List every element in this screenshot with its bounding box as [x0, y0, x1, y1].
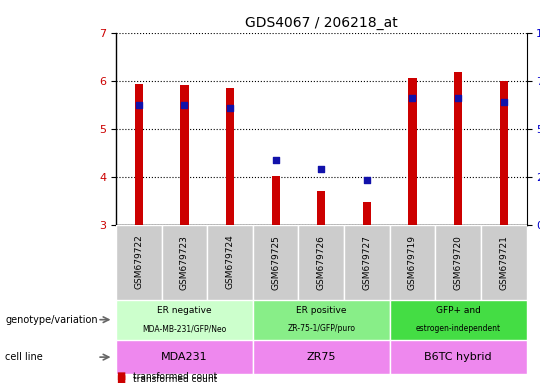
Text: ZR-75-1/GFP/puro: ZR-75-1/GFP/puro: [287, 324, 355, 333]
Text: transformed count: transformed count: [133, 372, 218, 381]
Text: GSM679723: GSM679723: [180, 235, 189, 290]
Bar: [408, 78, 416, 225]
Bar: [317, 191, 326, 225]
Point: [134, 102, 143, 108]
Text: GSM679720: GSM679720: [454, 235, 463, 290]
Point: [500, 99, 508, 105]
FancyBboxPatch shape: [390, 300, 526, 340]
Text: ZR75: ZR75: [307, 352, 336, 362]
Text: GSM679724: GSM679724: [226, 235, 234, 290]
FancyBboxPatch shape: [481, 225, 526, 300]
Text: GSM679721: GSM679721: [499, 235, 508, 290]
Text: GSM679727: GSM679727: [362, 235, 372, 290]
FancyBboxPatch shape: [207, 225, 253, 300]
Text: ER negative: ER negative: [157, 306, 212, 315]
Point: [180, 102, 189, 108]
Text: transformed count: transformed count: [133, 374, 218, 384]
Text: GSM679726: GSM679726: [317, 235, 326, 290]
Text: GSM679719: GSM679719: [408, 235, 417, 290]
Text: B6TC hybrid: B6TC hybrid: [424, 352, 492, 362]
Text: GFP+ and: GFP+ and: [436, 306, 481, 315]
Point: [226, 105, 234, 111]
Text: genotype/variation: genotype/variation: [5, 314, 98, 325]
Text: cell line: cell line: [5, 352, 43, 362]
FancyBboxPatch shape: [390, 225, 435, 300]
Text: ■: ■: [116, 371, 125, 381]
Text: ■: ■: [116, 374, 125, 384]
Text: GSM679722: GSM679722: [134, 235, 144, 290]
Text: MDA-MB-231/GFP/Neo: MDA-MB-231/GFP/Neo: [143, 324, 227, 333]
FancyBboxPatch shape: [253, 300, 390, 340]
Text: ER positive: ER positive: [296, 306, 347, 315]
Bar: [272, 176, 280, 225]
FancyBboxPatch shape: [253, 225, 299, 300]
Bar: [363, 202, 371, 225]
Point: [408, 95, 417, 101]
FancyBboxPatch shape: [299, 225, 344, 300]
FancyBboxPatch shape: [253, 340, 390, 374]
Text: estrogen-independent: estrogen-independent: [416, 324, 501, 333]
FancyBboxPatch shape: [116, 300, 253, 340]
FancyBboxPatch shape: [161, 225, 207, 300]
FancyBboxPatch shape: [116, 340, 253, 374]
Text: MDA231: MDA231: [161, 352, 208, 362]
Title: GDS4067 / 206218_at: GDS4067 / 206218_at: [245, 16, 397, 30]
Bar: [454, 71, 462, 225]
FancyBboxPatch shape: [344, 225, 390, 300]
Text: GSM679725: GSM679725: [271, 235, 280, 290]
FancyBboxPatch shape: [390, 340, 526, 374]
FancyBboxPatch shape: [116, 225, 161, 300]
Point: [272, 157, 280, 163]
Bar: [500, 81, 508, 225]
Bar: [226, 88, 234, 225]
Point: [317, 166, 326, 172]
Bar: [135, 84, 143, 225]
FancyBboxPatch shape: [435, 225, 481, 300]
Point: [362, 177, 371, 183]
Bar: [180, 85, 188, 225]
Point: [454, 95, 462, 101]
